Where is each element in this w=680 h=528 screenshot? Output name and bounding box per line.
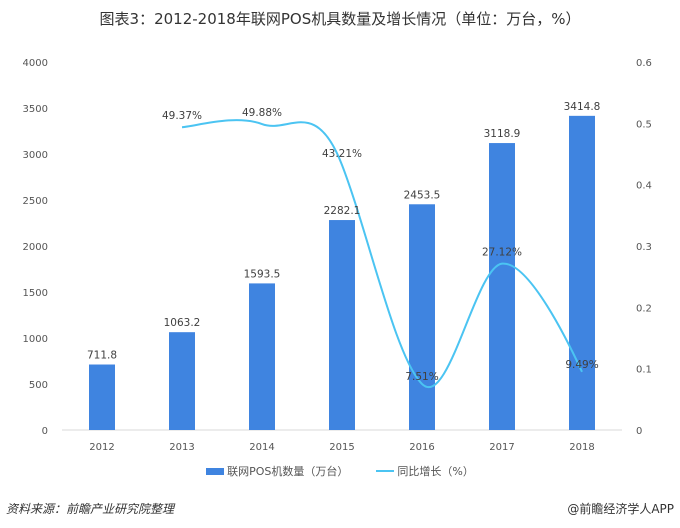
x-tick-label: 2015 [329,442,354,453]
bar [489,143,515,430]
legend-label-bar: 联网POS机数量（万台） [227,465,349,478]
y-right-tick-label: 0.5 [636,119,652,130]
line-data-label: 27.12% [482,247,522,259]
y-right-tick-label: 0.3 [636,242,652,253]
bar-data-label: 1593.5 [244,268,281,280]
line-data-label: 49.37% [162,110,202,122]
y-right-tick-label: 0 [636,426,642,437]
legend: 联网POS机数量（万台） 同比增长（%） [0,463,680,479]
y-left-tick-label: 500 [29,380,48,391]
bar-data-label: 1063.2 [164,317,201,329]
source-note: 资料来源：前瞻产业研究院整理 [6,502,175,516]
bar-data-label: 711.8 [87,350,117,362]
line-data-label: 43.21% [322,148,362,160]
bar [329,220,355,430]
x-tick-label: 2018 [569,442,594,453]
credit-note: @前瞻经济学人APP [567,502,674,516]
bar [569,115,595,430]
legend-swatch-bar [206,467,225,475]
chart-title: 图表3：2012-2018年联网POS机具数量及增长情况（单位：万台，%） [99,10,581,28]
y-left-tick-label: 4000 [23,58,48,69]
line-data-label: 49.88% [242,107,282,119]
y-right-tick-label: 0.4 [636,181,652,192]
y-left-tick-label: 3500 [23,104,48,115]
line-data-label: 7.51% [405,371,438,383]
growth-line [181,119,583,389]
bar [409,204,435,430]
bar-data-label: 3414.8 [564,101,601,113]
y-right-tick-label: 0.1 [636,365,652,376]
y-right-tick-label: 0.6 [636,58,652,69]
y-left-tick-label: 2500 [23,196,48,207]
x-tick-label: 2012 [89,442,114,453]
y-left-tick-label: 0 [42,426,48,437]
bar [169,332,195,430]
bar-data-label: 3118.9 [484,128,521,140]
y-left-tick-label: 2000 [23,242,48,253]
x-tick-label: 2013 [169,442,194,453]
y-left-tick-label: 1500 [23,288,48,299]
bar [89,364,115,430]
y-left-tick-label: 1000 [23,334,48,345]
x-tick-label: 2017 [489,442,514,453]
x-tick-label: 2016 [409,442,434,453]
legend-label-line: 同比增长（%） [397,465,474,478]
line-data-label: 9.49% [565,359,598,371]
legend-item-bar[interactable]: 联网POS机数量（万台） [206,463,348,479]
legend-swatch-line [376,470,395,472]
bar-data-label: 2453.5 [404,189,441,201]
x-tick-label: 2014 [249,442,274,453]
legend-item-line[interactable]: 同比增长（%） [376,463,474,479]
bar-data-label: 2282.1 [324,205,361,217]
y-right-tick-label: 0.2 [636,303,652,314]
bar [249,283,275,430]
y-left-tick-label: 3000 [23,150,48,161]
